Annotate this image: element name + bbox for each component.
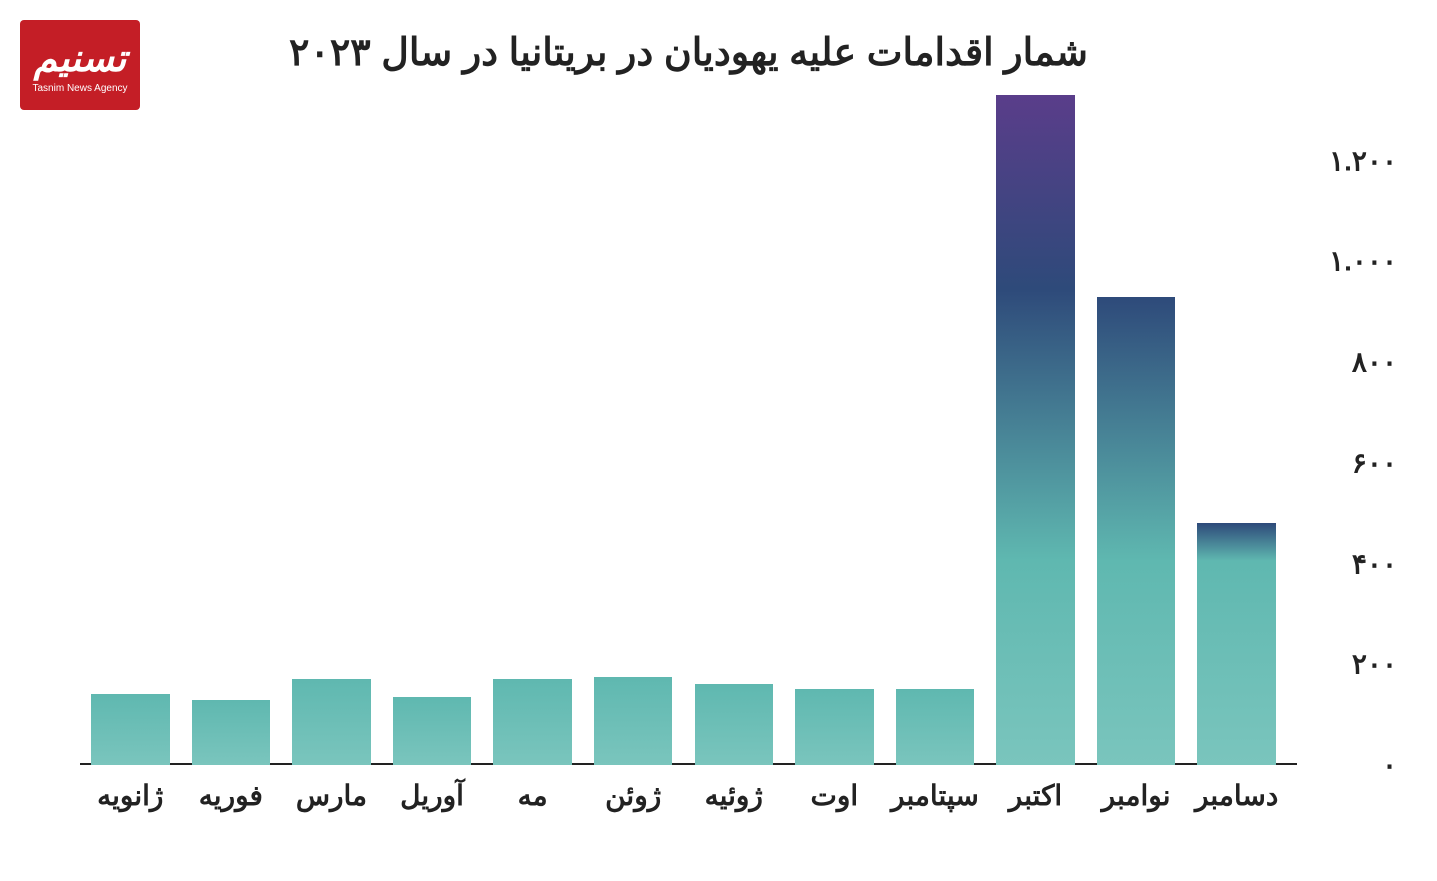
x-tick-label: نوامبر xyxy=(1086,779,1187,812)
x-axis-labels: ژانویهفوریهمارسآوریلمهژوئنژوئیهاوتسپتامب… xyxy=(80,765,1287,812)
bar-slot xyxy=(382,85,483,765)
y-tick-label: ۸۰۰ xyxy=(1297,346,1397,379)
y-tick-label: ۶۰۰ xyxy=(1297,446,1397,479)
bar-slot xyxy=(181,85,282,765)
bar xyxy=(1197,523,1275,765)
plot-area: ۰۲۰۰۴۰۰۶۰۰۸۰۰۱.۰۰۰۱.۲۰۰ xyxy=(80,85,1287,765)
bar xyxy=(393,697,471,765)
y-tick-label: ۲۰۰ xyxy=(1297,648,1397,681)
bar-slot xyxy=(1186,85,1287,765)
bar-slot xyxy=(784,85,885,765)
bar-slot xyxy=(985,85,1086,765)
bar-slot xyxy=(885,85,986,765)
y-axis: ۰۲۰۰۴۰۰۶۰۰۸۰۰۱.۰۰۰۱.۲۰۰ xyxy=(1297,85,1397,765)
x-tick-label: دسامبر xyxy=(1186,779,1287,812)
bar-slot xyxy=(683,85,784,765)
bar xyxy=(695,684,773,765)
x-tick-label: سپتامبر xyxy=(885,779,986,812)
x-tick-label: مه xyxy=(482,779,583,812)
bar xyxy=(1097,297,1175,765)
bars-group xyxy=(80,85,1287,765)
y-tick-label: ۱.۰۰۰ xyxy=(1297,245,1397,278)
bar xyxy=(493,679,571,765)
bar-slot xyxy=(1086,85,1187,765)
bar-slot xyxy=(281,85,382,765)
bar xyxy=(192,700,270,765)
y-tick-label: ۰ xyxy=(1297,749,1397,782)
x-tick-label: ژوئن xyxy=(583,779,684,812)
bar-slot xyxy=(482,85,583,765)
bar xyxy=(594,677,672,765)
x-tick-label: آوریل xyxy=(382,779,483,812)
x-tick-label: مارس xyxy=(281,779,382,812)
chart-container: تسنیم Tasnim News Agency شمار اقدامات عل… xyxy=(0,0,1437,881)
bar xyxy=(896,689,974,765)
y-tick-label: ۱.۲۰۰ xyxy=(1297,144,1397,177)
bar xyxy=(292,679,370,765)
bar xyxy=(91,694,169,765)
bar-slot xyxy=(80,85,181,765)
bar xyxy=(996,95,1074,765)
x-tick-label: ژوئیه xyxy=(683,779,784,812)
logo-main-text: تسنیم xyxy=(34,36,127,81)
x-tick-label: اوت xyxy=(784,779,885,812)
chart-title: شمار اقدامات علیه یهودیان در بریتانیا در… xyxy=(40,30,1337,75)
x-tick-label: ژانویه xyxy=(80,779,181,812)
y-tick-label: ۴۰۰ xyxy=(1297,547,1397,580)
bar xyxy=(795,689,873,765)
bar-slot xyxy=(583,85,684,765)
x-tick-label: اکتبر xyxy=(985,779,1086,812)
x-tick-label: فوریه xyxy=(181,779,282,812)
